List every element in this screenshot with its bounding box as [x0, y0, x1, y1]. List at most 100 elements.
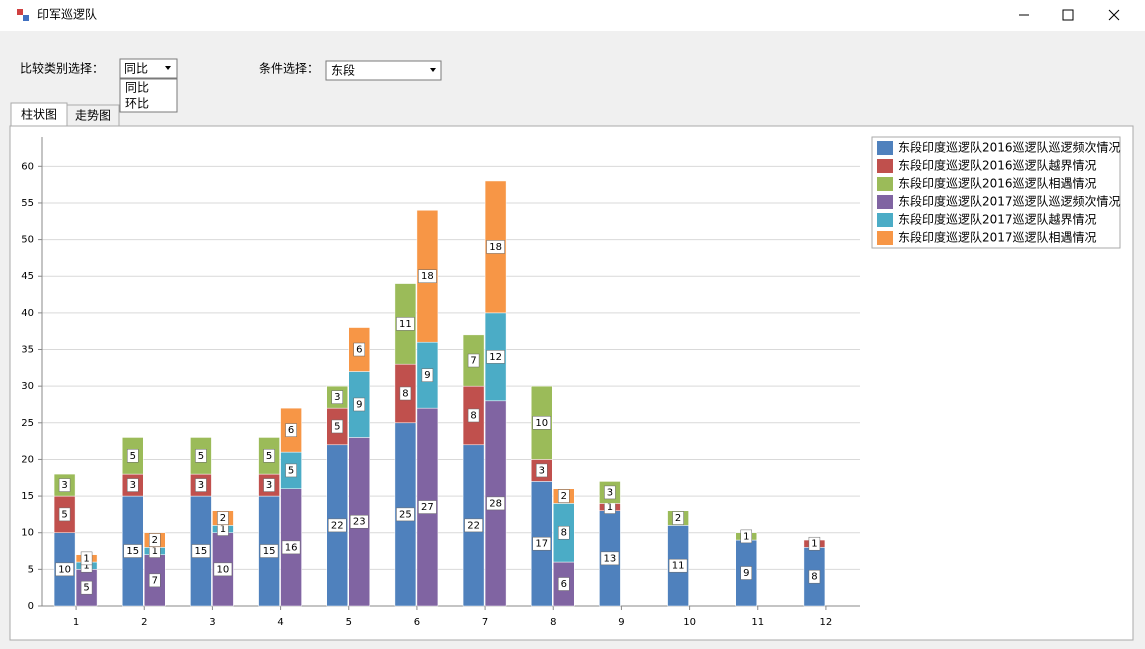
close-button[interactable]: [1108, 9, 1120, 21]
data-label: 2: [152, 535, 158, 546]
data-label: 5: [334, 421, 340, 432]
data-label: 3: [61, 480, 67, 491]
x-tick-label: 2: [141, 617, 147, 628]
y-tick-label: 10: [21, 528, 34, 539]
data-label: 1: [220, 524, 226, 535]
data-label: 1: [152, 546, 158, 557]
legend-label: 东段印度巡逻队2016巡逻队相遇情况: [898, 176, 1097, 191]
data-label: 18: [489, 242, 502, 253]
data-label: 1: [607, 502, 613, 513]
data-label: 9: [424, 370, 430, 381]
legend-label: 东段印度巡逻队2017巡逻队相遇情况: [898, 230, 1097, 245]
data-label-box: [285, 423, 297, 437]
data-label-box: [281, 540, 301, 555]
data-label-box: [127, 449, 139, 463]
legend-swatch: [877, 195, 893, 209]
compare-dropdown: [119, 78, 178, 113]
legend-label: 东段印度巡逻队2017巡逻队越界情况: [898, 212, 1097, 227]
data-label-box: [331, 419, 343, 434]
data-label: 11: [399, 319, 412, 330]
data-label: 15: [126, 546, 139, 557]
condition-label: 条件选择：: [259, 62, 319, 76]
x-tick-label: 7: [482, 617, 488, 628]
data-label-box: [331, 390, 343, 404]
data-label: 8: [811, 572, 817, 583]
data-label: 2: [561, 491, 567, 502]
combo-arrow: [165, 66, 171, 70]
x-tick-label: 8: [550, 617, 556, 628]
data-label: 8: [561, 528, 567, 539]
data-label: 8: [470, 410, 476, 421]
app-icon: [23, 15, 29, 21]
x-tick-label: 1: [73, 617, 79, 628]
data-label-box: [353, 397, 365, 412]
compare-combo[interactable]: [119, 58, 178, 79]
data-label: 5: [130, 451, 136, 462]
x-tick-label: 10: [683, 617, 696, 628]
x-tick-label: 6: [414, 617, 420, 628]
chart: 0510152025303540455055601105351121535712…: [21, 136, 1121, 628]
data-label: 27: [421, 502, 434, 513]
data-label-box: [55, 562, 74, 577]
y-tick-label: 55: [21, 198, 34, 209]
data-label-box: [396, 317, 415, 331]
combo-arrow: [430, 68, 436, 72]
data-label: 22: [331, 520, 344, 531]
data-label-box: [808, 569, 821, 584]
legend-swatch: [877, 141, 893, 155]
data-label-box: [740, 529, 752, 544]
data-label-box: [486, 240, 505, 254]
compare-option[interactable]: 同比: [125, 81, 149, 95]
window-title: 印军巡逻队: [37, 7, 97, 22]
data-label-box: [600, 551, 620, 566]
compare-option[interactable]: 环比: [125, 97, 149, 111]
data-label: 22: [467, 520, 480, 531]
y-tick-label: 35: [21, 345, 34, 356]
legend-swatch: [877, 177, 893, 191]
data-label: 9: [743, 568, 749, 579]
data-label-box: [486, 350, 505, 364]
data-label-box: [467, 353, 480, 368]
data-label: 13: [604, 553, 617, 564]
y-tick-label: 30: [21, 381, 34, 392]
data-label-box: [740, 566, 752, 580]
data-label: 11: [672, 561, 685, 572]
data-label-box: [58, 507, 71, 522]
data-label: 10: [217, 564, 230, 575]
data-label: 2: [675, 513, 681, 524]
data-label: 12: [489, 352, 502, 363]
data-label-box: [558, 525, 570, 540]
title-bar: [0, 0, 1145, 31]
data-label-box: [668, 558, 688, 573]
data-label: 6: [356, 345, 362, 356]
data-label: 5: [83, 583, 89, 594]
x-tick-label: 3: [209, 617, 215, 628]
data-label-box: [604, 485, 616, 500]
data-label: 16: [285, 542, 298, 553]
y-tick-label: 40: [21, 308, 34, 319]
y-tick-label: 15: [21, 491, 34, 502]
maximize-button[interactable]: [1062, 9, 1074, 21]
compare-label: 比较类别选择：: [20, 61, 104, 76]
data-label-box: [149, 573, 161, 588]
data-label-box: [353, 342, 365, 357]
data-label: 5: [61, 509, 67, 520]
data-label-box: [418, 500, 437, 514]
data-label: 3: [539, 465, 545, 476]
data-label-box: [486, 496, 505, 511]
data-label-box: [195, 449, 207, 463]
data-label: 3: [130, 480, 136, 491]
data-label: 5: [198, 451, 204, 462]
legend-swatch: [877, 231, 893, 245]
data-label-box: [536, 463, 548, 478]
data-label: 6: [288, 425, 294, 436]
data-label: 8: [402, 388, 408, 399]
data-label: 2: [220, 513, 226, 524]
y-tick-label: 0: [28, 601, 34, 612]
data-label: 3: [334, 392, 340, 403]
data-label: 1: [83, 561, 89, 572]
tab-label: 走势图: [75, 109, 111, 123]
y-tick-label: 5: [28, 564, 34, 575]
condition-combo[interactable]: [325, 60, 442, 81]
data-label-box: [195, 478, 207, 492]
